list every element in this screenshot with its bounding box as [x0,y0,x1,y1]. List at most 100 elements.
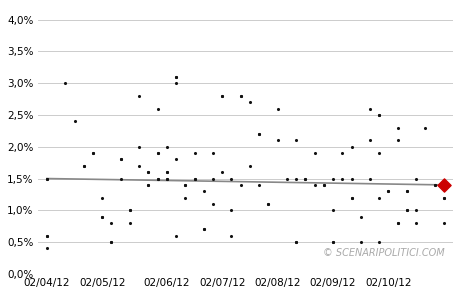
Point [107,240,115,245]
Point [181,195,189,200]
Point [190,151,198,155]
Point [43,233,50,238]
Point [274,106,281,111]
Point [209,151,216,155]
Point [43,176,50,181]
Point [163,176,170,181]
Point [329,240,336,245]
Point [172,233,179,238]
Point [403,208,410,213]
Point [163,170,170,175]
Point [292,240,299,245]
Point [439,221,447,225]
Point [163,145,170,149]
Point [384,189,391,194]
Point [98,214,106,219]
Point [255,132,262,136]
Point [393,125,400,130]
Point [80,163,87,168]
Point [43,246,50,251]
Point [190,176,198,181]
Point [163,170,170,175]
Point [274,138,281,143]
Point [375,151,382,155]
Point [236,94,244,98]
Point [365,106,373,111]
Point [172,157,179,162]
Point [209,176,216,181]
Point [145,183,152,187]
Point [209,201,216,206]
Point [43,233,50,238]
Point [301,176,308,181]
Point [246,163,253,168]
Point [227,176,235,181]
Point [126,221,133,225]
Point [89,151,96,155]
Point [89,151,96,155]
Point [200,189,207,194]
Point [80,163,87,168]
Point [319,183,327,187]
Point [236,183,244,187]
Point [319,183,327,187]
Point [338,151,345,155]
Point [172,81,179,86]
Point [126,208,133,213]
Point [412,208,419,213]
Point [375,113,382,117]
Point [200,227,207,232]
Point [172,75,179,79]
Point [145,170,152,175]
Point [292,240,299,245]
Point [181,183,189,187]
Point [338,176,345,181]
Point [430,183,437,187]
Point [375,113,382,117]
Point [439,195,447,200]
Point [154,106,161,111]
Point [246,100,253,105]
Point [403,189,410,194]
Point [154,176,161,181]
Point [347,145,354,149]
Point [329,240,336,245]
Point [190,176,198,181]
Point [98,195,106,200]
Point [347,195,354,200]
Point [236,94,244,98]
Point [181,183,189,187]
Point [135,163,143,168]
Point [393,138,400,143]
Point [227,233,235,238]
Point [375,195,382,200]
Point [393,221,400,225]
Point [365,138,373,143]
Point [384,189,391,194]
Point [117,157,124,162]
Point [292,176,299,181]
Point [347,176,354,181]
Point [329,176,336,181]
Point [126,208,133,213]
Point [421,125,428,130]
Point [393,221,400,225]
Point [264,201,272,206]
Point [43,176,50,181]
Point [365,176,373,181]
Point [98,214,106,219]
Point [218,94,225,98]
Point [117,157,124,162]
Point [145,183,152,187]
Point [310,151,318,155]
Point [71,119,78,124]
Point [439,195,447,200]
Point [135,94,143,98]
Point [154,151,161,155]
Point [375,240,382,245]
Point [62,81,69,86]
Point [154,151,161,155]
Point [301,176,308,181]
Point [412,221,419,225]
Point [310,183,318,187]
